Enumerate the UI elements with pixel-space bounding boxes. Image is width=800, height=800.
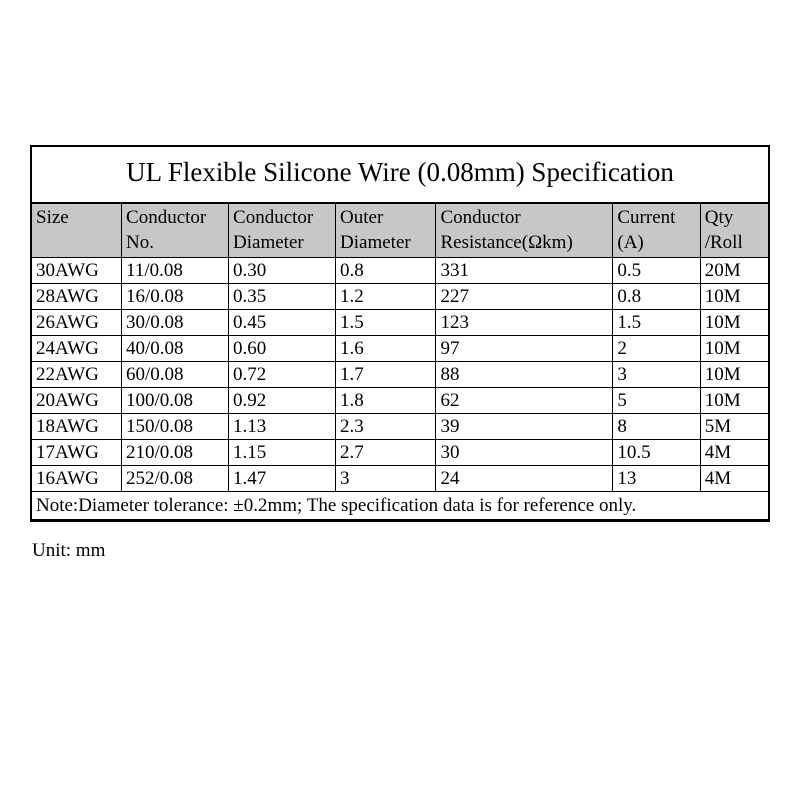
table-cell: 40/0.08 (122, 336, 229, 362)
col-header-resistance: Conductor Resistance(Ωkm) (436, 204, 613, 258)
table-cell: 227 (436, 284, 613, 310)
table-cell: 0.45 (229, 310, 336, 336)
table-row: 28AWG16/0.080.351.22270.810M (32, 284, 768, 310)
table-cell: 3 (613, 362, 700, 388)
table-cell: 1.5 (613, 310, 700, 336)
table-cell: 3 (336, 466, 436, 492)
table-cell: 100/0.08 (122, 388, 229, 414)
table-cell: 0.60 (229, 336, 336, 362)
table-cell: 1.15 (229, 440, 336, 466)
table-cell: 20AWG (32, 388, 122, 414)
table-row: 24AWG40/0.080.601.697210M (32, 336, 768, 362)
table-cell: 16/0.08 (122, 284, 229, 310)
table-cell: 331 (436, 258, 613, 284)
table-cell: 24 (436, 466, 613, 492)
spec-table: Size Conductor No. Conductor Diameter Ou… (32, 203, 768, 520)
table-cell: 20M (700, 258, 768, 284)
col-header-conductor-diameter: Conductor Diameter (229, 204, 336, 258)
table-cell: 1.47 (229, 466, 336, 492)
table-cell: 0.92 (229, 388, 336, 414)
table-body: 30AWG11/0.080.300.83310.520M28AWG16/0.08… (32, 258, 768, 492)
table-cell: 0.72 (229, 362, 336, 388)
col-header-conductor-no: Conductor No. (122, 204, 229, 258)
table-row: 18AWG150/0.081.132.33985M (32, 414, 768, 440)
table-cell: 10M (700, 310, 768, 336)
table-cell: 123 (436, 310, 613, 336)
table-cell: 4M (700, 440, 768, 466)
table-cell: 16AWG (32, 466, 122, 492)
table-cell: 10M (700, 388, 768, 414)
col-header-current: Current (A) (613, 204, 700, 258)
table-cell: 26AWG (32, 310, 122, 336)
table-cell: 18AWG (32, 414, 122, 440)
table-cell: 2 (613, 336, 700, 362)
table-cell: 11/0.08 (122, 258, 229, 284)
table-cell: 30/0.08 (122, 310, 229, 336)
table-cell: 1.13 (229, 414, 336, 440)
table-cell: 30AWG (32, 258, 122, 284)
table-cell: 17AWG (32, 440, 122, 466)
table-row: 20AWG100/0.080.921.862510M (32, 388, 768, 414)
table-cell: 0.8 (613, 284, 700, 310)
table-note: Note:Diameter tolerance: ±0.2mm; The spe… (32, 492, 768, 520)
table-cell: 4M (700, 466, 768, 492)
spec-table-container: UL Flexible Silicone Wire (0.08mm) Speci… (30, 145, 770, 522)
table-cell: 150/0.08 (122, 414, 229, 440)
table-cell: 10M (700, 362, 768, 388)
table-cell: 2.7 (336, 440, 436, 466)
table-row: 26AWG30/0.080.451.51231.510M (32, 310, 768, 336)
table-note-row: Note:Diameter tolerance: ±0.2mm; The spe… (32, 492, 768, 520)
table-cell: 2.3 (336, 414, 436, 440)
table-cell: 0.8 (336, 258, 436, 284)
table-cell: 8 (613, 414, 700, 440)
col-header-size: Size (32, 204, 122, 258)
col-header-qty: Qty /Roll (700, 204, 768, 258)
table-cell: 252/0.08 (122, 466, 229, 492)
table-cell: 10M (700, 336, 768, 362)
table-cell: 24AWG (32, 336, 122, 362)
table-row: 30AWG11/0.080.300.83310.520M (32, 258, 768, 284)
table-row: 16AWG252/0.081.47324134M (32, 466, 768, 492)
col-header-outer-diameter: Outer Diameter (336, 204, 436, 258)
table-cell: 0.5 (613, 258, 700, 284)
table-cell: 30 (436, 440, 613, 466)
table-cell: 22AWG (32, 362, 122, 388)
table-cell: 10.5 (613, 440, 700, 466)
table-cell: 97 (436, 336, 613, 362)
table-cell: 0.35 (229, 284, 336, 310)
table-cell: 1.8 (336, 388, 436, 414)
table-cell: 1.5 (336, 310, 436, 336)
table-cell: 10M (700, 284, 768, 310)
table-cell: 210/0.08 (122, 440, 229, 466)
table-cell: 60/0.08 (122, 362, 229, 388)
unit-label: Unit: mm (30, 540, 770, 562)
table-cell: 1.7 (336, 362, 436, 388)
table-cell: 88 (436, 362, 613, 388)
table-cell: 62 (436, 388, 613, 414)
table-cell: 28AWG (32, 284, 122, 310)
table-cell: 5M (700, 414, 768, 440)
table-cell: 1.6 (336, 336, 436, 362)
table-row: 17AWG210/0.081.152.73010.54M (32, 440, 768, 466)
table-row: 22AWG60/0.080.721.788310M (32, 362, 768, 388)
table-header-row: Size Conductor No. Conductor Diameter Ou… (32, 204, 768, 258)
table-cell: 39 (436, 414, 613, 440)
table-cell: 0.30 (229, 258, 336, 284)
table-cell: 1.2 (336, 284, 436, 310)
table-cell: 13 (613, 466, 700, 492)
table-cell: 5 (613, 388, 700, 414)
table-title: UL Flexible Silicone Wire (0.08mm) Speci… (32, 147, 768, 203)
